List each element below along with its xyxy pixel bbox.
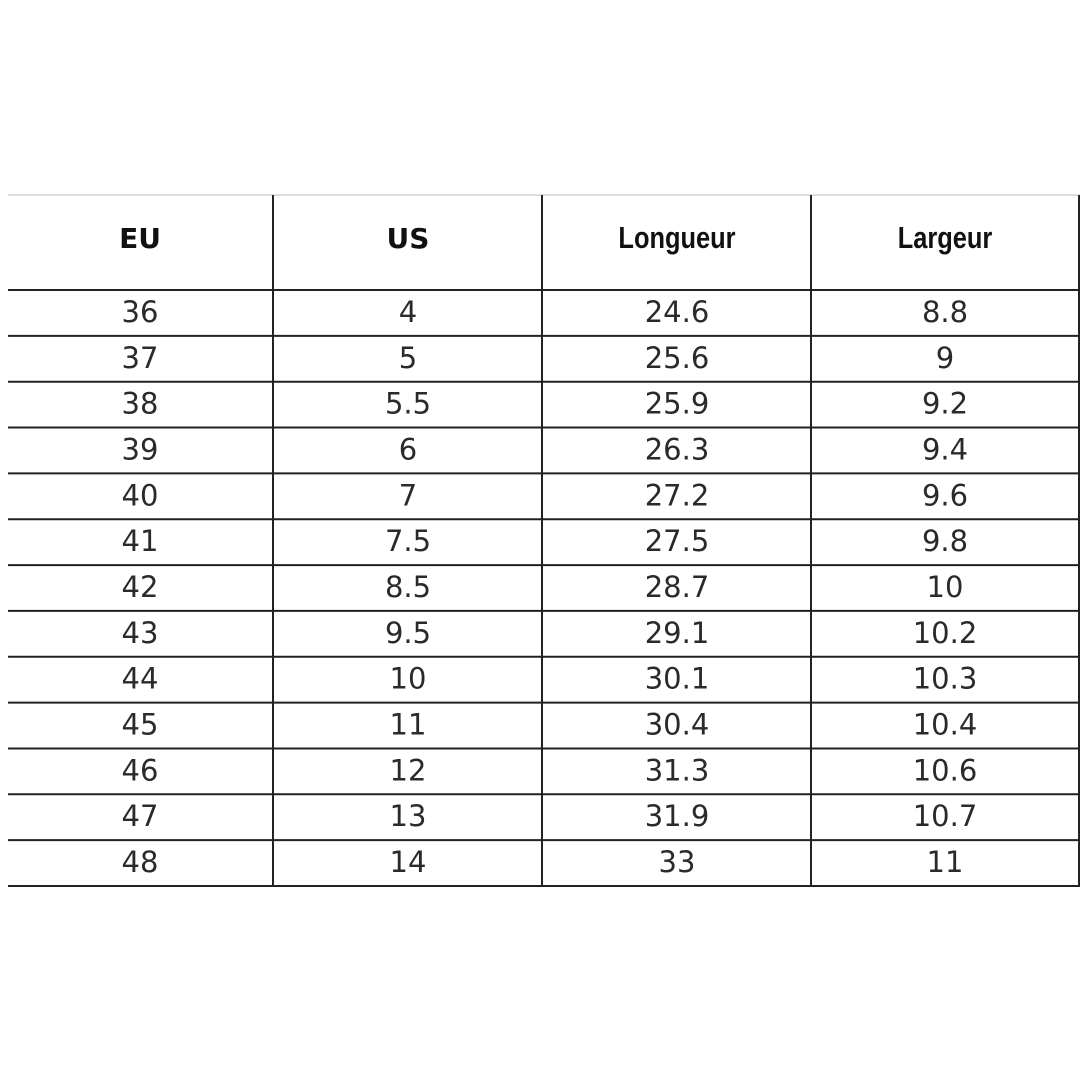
table-cell: 30.4 (645, 708, 710, 742)
table-cell: 8.5 (385, 570, 431, 604)
header-cell: Longueur (618, 221, 735, 256)
table-cell: 30.1 (645, 662, 710, 696)
table-cell: 48 (122, 845, 159, 879)
table-cell: 10.4 (913, 708, 978, 742)
table-cell: 44 (122, 662, 159, 696)
table-cell: 41 (122, 524, 159, 558)
table-cell: 8.8 (922, 295, 968, 329)
table-cell: 14 (390, 845, 427, 879)
table-cell: 4 (399, 295, 417, 329)
table-cell: 9.8 (922, 524, 968, 558)
table-cell: 24.6 (645, 295, 710, 329)
table-cell: 36 (122, 295, 159, 329)
header-cell: Largeur (898, 221, 993, 256)
table-cell: 45 (122, 708, 159, 742)
table-cell: 47 (122, 799, 159, 833)
table-cell: 9.5 (385, 616, 431, 650)
table-cell: 12 (390, 753, 427, 787)
table-cell: 27.5 (645, 524, 710, 558)
table-cell: 10 (927, 570, 964, 604)
table-cell: 28.7 (645, 570, 710, 604)
table-cell: 37 (122, 341, 159, 375)
table-cell: 6 (399, 432, 417, 466)
table-cell: 38 (122, 387, 159, 421)
table-cell: 31.9 (645, 799, 710, 833)
table-cell: 9.4 (922, 432, 968, 466)
header-cell: EU (119, 222, 161, 255)
table-cell: 5 (399, 341, 417, 375)
table-cell: 7 (399, 478, 417, 512)
table-cell: 10.2 (913, 616, 978, 650)
table-cell: 42 (122, 570, 159, 604)
header-cell: US (387, 222, 430, 255)
table-cell: 43 (122, 616, 159, 650)
table-cell: 29.1 (645, 616, 710, 650)
table-cell: 9.6 (922, 478, 968, 512)
table-cell: 10.3 (913, 662, 978, 696)
table-cell: 11 (390, 708, 427, 742)
table-cell: 9 (936, 341, 954, 375)
table-cell: 31.3 (645, 753, 710, 787)
table-cell: 40 (122, 478, 159, 512)
table-cell: 39 (122, 432, 159, 466)
table-cell: 10.7 (913, 799, 978, 833)
table-cell: 7.5 (385, 524, 431, 558)
table-cell: 10 (390, 662, 427, 696)
table-cell: 5.5 (385, 387, 431, 421)
table-cell: 33 (659, 845, 696, 879)
table-cell: 26.3 (645, 432, 710, 466)
table-cell: 27.2 (645, 478, 710, 512)
table-cell: 10.6 (913, 753, 978, 787)
table-cell: 13 (390, 799, 427, 833)
table-cell: 11 (927, 845, 964, 879)
table-cell: 25.6 (645, 341, 710, 375)
table-cell: 25.9 (645, 387, 710, 421)
table-cell: 9.2 (922, 387, 968, 421)
table-cell: 46 (122, 753, 159, 787)
